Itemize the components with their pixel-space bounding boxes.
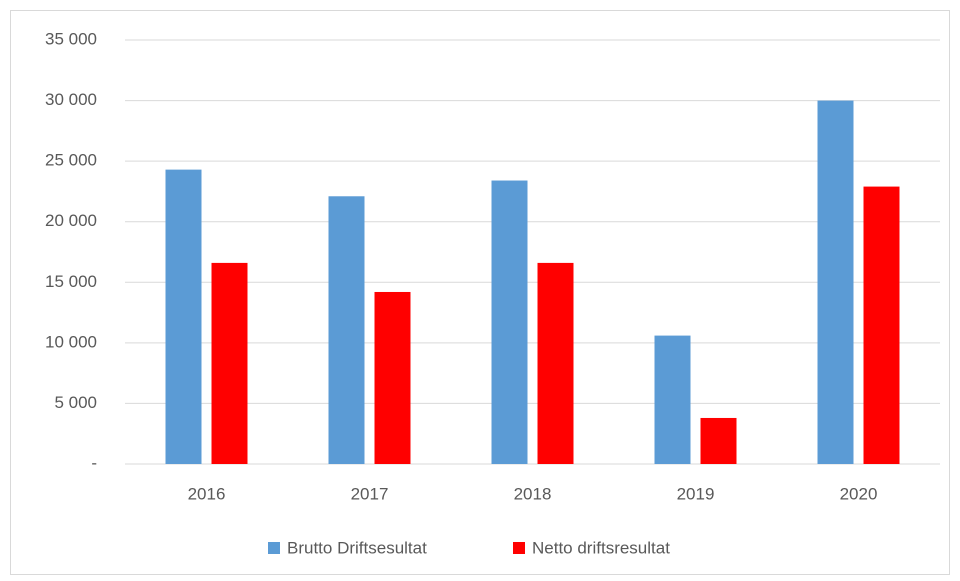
bar	[211, 262, 248, 464]
bar	[328, 196, 365, 464]
y-tick-label: 20 000	[45, 211, 97, 230]
y-tick-label: -	[91, 453, 97, 472]
bar	[817, 100, 854, 465]
bar	[863, 186, 900, 464]
bar	[654, 335, 691, 464]
y-tick-label: 30 000	[45, 90, 97, 109]
x-tick-label: 2019	[677, 484, 715, 503]
x-tick-label: 2017	[351, 484, 389, 503]
chart-border	[10, 10, 950, 575]
x-tick-label: 2016	[188, 484, 226, 503]
y-tick-label: 5 000	[54, 393, 97, 412]
legend-label: Netto driftsresultat	[532, 538, 670, 557]
y-tick-label: 10 000	[45, 332, 97, 351]
bar	[491, 180, 528, 465]
bar	[537, 262, 574, 464]
x-tick-label: 2020	[840, 484, 878, 503]
bar	[165, 169, 202, 464]
x-tick-label: 2018	[514, 484, 552, 503]
y-tick-label: 15 000	[45, 272, 97, 291]
legend-label: Brutto Driftsesultat	[287, 538, 427, 557]
legend-swatch	[513, 542, 525, 554]
y-tick-label: 25 000	[45, 151, 97, 170]
bar	[700, 417, 737, 464]
bar	[374, 291, 411, 464]
legend-swatch	[268, 542, 280, 554]
y-tick-label: 35 000	[45, 29, 97, 48]
